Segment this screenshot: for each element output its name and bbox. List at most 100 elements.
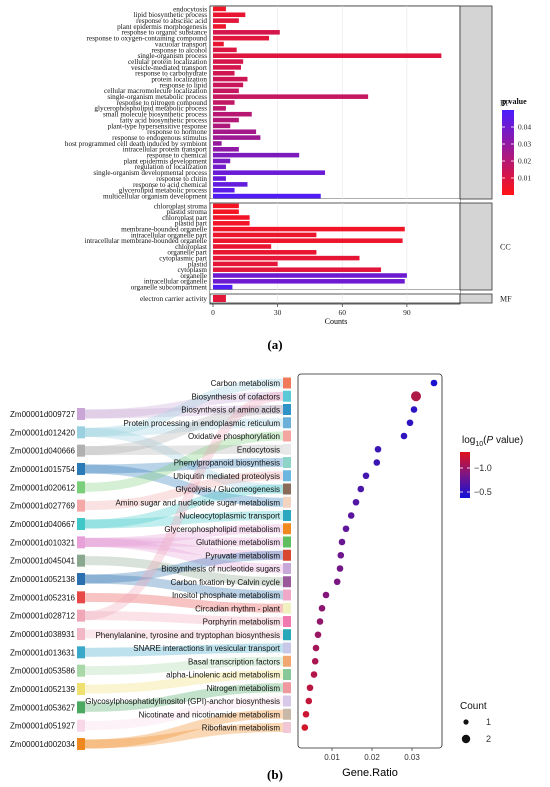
gene-label: Zm00001d013631 [10,648,75,657]
bar-category-label: organelle [180,272,207,280]
pathway-label: Biosynthesis of cofactors [192,392,280,401]
facet-strip [459,5,493,200]
pathway-node [283,722,291,733]
bar [213,106,226,111]
pathway-label: Nitrogen metabolism [207,684,281,693]
bar-category-label: chloroplast part [162,214,207,222]
gene-node [77,444,85,457]
bar [213,30,280,35]
facet-strip-label: MF [500,295,512,304]
gene-node [77,518,85,530]
bar-category-label: fatty acid biosynthetic process [120,116,207,124]
pathway-node [283,616,291,627]
bar-category-label: response to hormone [147,128,207,136]
gene-label: Zm00001d002034 [10,740,75,749]
pathway-node [283,563,291,574]
sankey-link [84,592,284,613]
sankey-link [84,723,284,749]
bar-category-label: response to chemical [147,152,207,160]
x-tick-label: 30 [274,308,282,317]
dot [352,498,360,506]
pathway-node [283,417,291,429]
facet-panel [209,5,461,200]
gene-label: Zm00001d053586 [10,667,75,676]
bar [213,47,237,53]
bar-category-label: plastid [188,260,208,268]
bar [213,193,321,199]
pathway-label: Biosynthesis of nucleotide sugars [161,565,280,574]
bar-category-label: organelle part [167,249,207,257]
pathway-node [283,443,291,455]
gene-node [77,426,85,439]
sankey-link [84,427,284,494]
dot-legends: log10(P value) −1.0 −0.5 Count 1 2 [460,435,523,744]
pathway-label: Glutathione metabolism [196,538,280,547]
sankey-link [84,418,284,437]
dot [314,631,322,639]
bar-category-label: regulation of localization [135,163,208,171]
gene-label: Zm00001d052139 [10,685,75,694]
bar-category-label: cellular macromolecule localization [104,87,207,95]
pathway-label: Glycerophospholipid metabolism [164,525,280,534]
pathway-node [283,430,291,442]
dot [302,710,310,718]
bar-category-label: vesicle-mediated transport [131,64,207,72]
bar [213,279,405,284]
pathway-node [283,682,291,694]
bar [213,88,239,94]
bar [213,6,226,12]
legend-title-part: P [487,435,494,446]
pathway-node [283,377,291,389]
bar [213,100,235,105]
bar-category-label: vacuolar transport [155,40,207,48]
gene-node [77,646,85,659]
x-tick-label: 0.02 [364,753,380,762]
dot [322,591,330,599]
bar-category-label: organelle subcompartment [131,284,207,292]
bar [213,76,248,82]
sankey-link [84,511,284,529]
bar [213,232,317,238]
legend-tick-label: 0.04 [518,123,531,132]
gene-node [77,536,85,549]
bar-category-label: plastid stroma [166,208,207,216]
pathway-node [283,576,291,588]
sankey-link [84,656,284,676]
bar [213,182,248,187]
bar [213,35,270,41]
bar-category-label: response to carbohydrate [135,70,207,78]
bar-category-label: electron carrier activity [140,295,207,303]
sankey-link [84,696,284,731]
bar [213,238,403,243]
bar [213,135,261,140]
gene-label: Zm00001d027769 [10,502,75,511]
pathway-label: Pyruvate metabolism [205,551,280,560]
bar [213,18,239,23]
pathway-node [283,523,291,535]
sankey-link [84,611,284,626]
bar [213,255,360,261]
gene-node [77,664,85,677]
bar-category-label: response to alcohol [152,46,208,54]
bar-category-label: host programmed cell death induced by sy… [65,140,207,148]
sankey-link [84,537,284,573]
sankey-link [84,444,284,456]
bar [213,82,244,88]
gene-label: Zm00001d012420 [10,428,75,437]
dot [347,512,355,519]
bar-category-label: membrane-bounded organelle [121,226,207,234]
dot [357,485,365,493]
pathway-node [283,510,291,521]
sankey-link [84,378,284,437]
pathway-label: alpha-Linolenic acid metabolism [166,671,280,680]
gene-node [77,738,85,750]
bar-category-label: lipid biosynthetic process [134,11,208,19]
bar [213,117,239,123]
pathway-nodes: Carbon metabolism Biosynthesis of cofacto… [85,377,291,733]
pathway-node [283,496,291,508]
pathway-label: Circadian rhythm - plant [195,604,281,613]
dot [336,565,344,572]
gene-label: Zm00001d052316 [10,593,75,602]
gene-node [77,573,85,585]
pathway-node [283,669,291,680]
